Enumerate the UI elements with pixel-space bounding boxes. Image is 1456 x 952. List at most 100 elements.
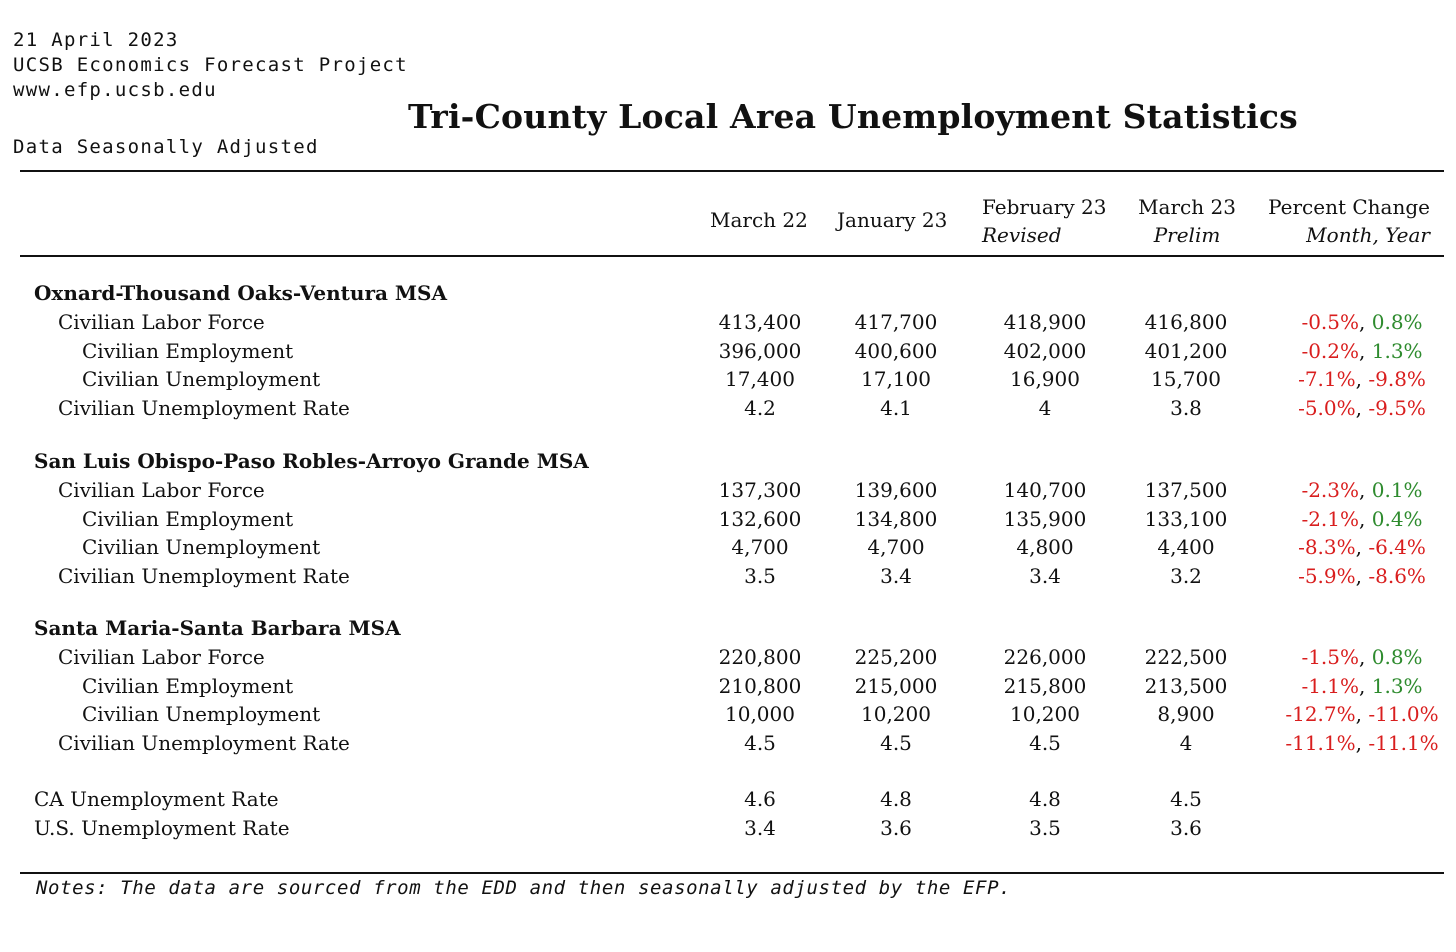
year-change: -11.1% [1368, 731, 1439, 756]
cell-value: 213,500 [1144, 673, 1228, 698]
percent-change-cell: -8.3%, -6.4% [1240, 533, 1456, 562]
year-change: 1.3% [1371, 673, 1423, 698]
month-change: -7.1% [1298, 367, 1356, 392]
column-header-sublabel: Month, Year [1306, 223, 1430, 247]
year-change: 1.3% [1371, 338, 1423, 363]
organization-url: www.efp.ucsb.edu [13, 79, 217, 101]
cell-value: 417,700 [854, 309, 938, 334]
row-label: Civilian Employment [82, 506, 294, 531]
row-label: Civilian Labor Force [58, 644, 265, 669]
section-title: Oxnard-Thousand Oaks-Ventura MSA [34, 281, 447, 305]
table-row: Civilian Unemployment 17,400 17,100 16,900 1… [0, 365, 1456, 394]
cell-value: 15,700 [1151, 367, 1221, 392]
column-header-sublabel: Revised [982, 223, 1062, 247]
percent-change-cell: -5.0%, -9.5% [1240, 394, 1456, 423]
report-date: 21 April 2023 [13, 29, 179, 51]
year-change: -8.6% [1368, 564, 1426, 589]
cell-value: 16,900 [1010, 367, 1080, 392]
cell-value: 222,500 [1144, 644, 1228, 669]
percent-change-cell: -0.2%, 1.3% [1240, 337, 1456, 366]
table-row: Civilian Labor Force 220,800 225,200 226,00… [0, 643, 1456, 672]
change-separator: , [1355, 535, 1369, 560]
year-change: -9.8% [1368, 367, 1426, 392]
section-header-row: San Luis Obispo-Paso Robles-Arroyo Grand… [0, 447, 1456, 476]
cell-value: 17,100 [861, 367, 931, 392]
cell-value: 4.5 [744, 731, 776, 756]
header-rule [20, 255, 1444, 257]
month-change: -12.7% [1285, 702, 1356, 727]
cell-value: 225,200 [854, 644, 938, 669]
month-change: -5.9% [1298, 564, 1356, 589]
section-title: Santa Maria-Santa Barbara MSA [34, 616, 401, 640]
cell-value: 4,700 [731, 535, 789, 560]
row-label: Civilian Unemployment [82, 702, 321, 727]
cell-value: 4.5 [1170, 787, 1202, 811]
column-header-label: Percent Change [1268, 195, 1430, 219]
cell-value: 220,800 [718, 644, 802, 669]
row-label: Civilian Unemployment [82, 535, 321, 560]
cell-value: 3.5 [1029, 815, 1061, 840]
row-label: CA Unemployment Rate [34, 787, 279, 811]
cell-value: 133,100 [1144, 506, 1228, 531]
bottom-rule [20, 872, 1444, 874]
cell-value: 10,200 [861, 702, 931, 727]
year-change: 0.4% [1371, 506, 1423, 531]
cell-value: 3.4 [880, 564, 912, 589]
table-row: Civilian Unemployment 4,700 4,700 4,800 4,40… [0, 533, 1456, 562]
summary-row: CA Unemployment Rate 4.6 4.8 4.8 4.5 [0, 785, 1456, 814]
month-change: -5.0% [1298, 396, 1356, 421]
cell-value: 4.5 [880, 731, 912, 756]
cell-value: 210,800 [718, 673, 802, 698]
table-row: Civilian Labor Force 413,400 417,700 418,90… [0, 308, 1456, 337]
year-change: -11.0% [1368, 702, 1439, 727]
row-label: Civilian Unemployment Rate [58, 731, 350, 756]
percent-change-cell: -2.3%, 0.1% [1240, 476, 1456, 505]
percent-change-cell: -2.1%, 0.4% [1240, 505, 1456, 534]
column-header-february-23: February 23 Revised [982, 193, 1106, 249]
table-row: Civilian Unemployment Rate 4.5 4.5 4.5 4 -11.… [0, 729, 1456, 758]
cell-value: 8,900 [1157, 702, 1215, 727]
document-meta: 21 April 2023 UCSB Economics Forecast Pr… [13, 28, 408, 103]
table-row: Civilian Employment 210,800 215,000 215,800… [0, 672, 1456, 701]
row-label: Civilian Labor Force [58, 309, 265, 334]
column-header-march-22: March 22 [710, 206, 808, 234]
row-label: Civilian Employment [82, 673, 294, 698]
cell-value: 4.8 [880, 787, 912, 811]
table-row: Civilian Unemployment Rate 4.2 4.1 4 3.8 -5.0… [0, 394, 1456, 423]
cell-value: 4 [1038, 396, 1052, 421]
column-header-sublabel: Prelim [1153, 223, 1221, 247]
cell-value: 4.2 [744, 396, 776, 421]
column-header-march-23: March 23 Prelim [1137, 193, 1237, 249]
change-separator: , [1359, 673, 1372, 698]
cell-value: 3.4 [744, 815, 776, 840]
table-row: Civilian Labor Force 137,300 139,600 140,70… [0, 476, 1456, 505]
cell-value: 3.6 [880, 815, 912, 840]
cell-value: 4.1 [880, 396, 912, 421]
year-change: -6.4% [1368, 535, 1426, 560]
cell-value: 401,200 [1144, 338, 1228, 363]
cell-value: 3.4 [1029, 564, 1061, 589]
organization-name: UCSB Economics Forecast Project [13, 54, 408, 76]
column-header-label: February 23 [982, 195, 1107, 219]
year-change: 0.1% [1371, 477, 1423, 502]
column-header-label: March 22 [710, 208, 808, 232]
cell-value: 215,000 [854, 673, 938, 698]
change-separator: , [1359, 644, 1372, 669]
cell-value: 10,000 [725, 702, 795, 727]
row-label: U.S. Unemployment Rate [34, 815, 290, 840]
table-row: Civilian Unemployment Rate 3.5 3.4 3.4 3.2 -5… [0, 562, 1456, 591]
change-separator: , [1355, 367, 1369, 392]
cell-value: 4,800 [1016, 535, 1074, 560]
table-row: Civilian Unemployment 10,000 10,200 10,200 8… [0, 700, 1456, 729]
month-change: -8.3% [1298, 535, 1356, 560]
percent-change-cell: -12.7%, -11.0% [1240, 700, 1456, 729]
cell-value: 137,500 [1144, 477, 1228, 502]
month-change: -11.1% [1285, 731, 1356, 756]
seasonal-adjustment-note: Data Seasonally Adjusted [13, 136, 319, 158]
change-separator: , [1355, 731, 1369, 756]
summary-row: U.S. Unemployment Rate 3.4 3.6 3.5 3.6 [0, 814, 1456, 843]
cell-value: 10,200 [1010, 702, 1080, 727]
cell-value: 226,000 [1003, 644, 1087, 669]
percent-change-cell: -7.1%, -9.8% [1240, 365, 1456, 394]
